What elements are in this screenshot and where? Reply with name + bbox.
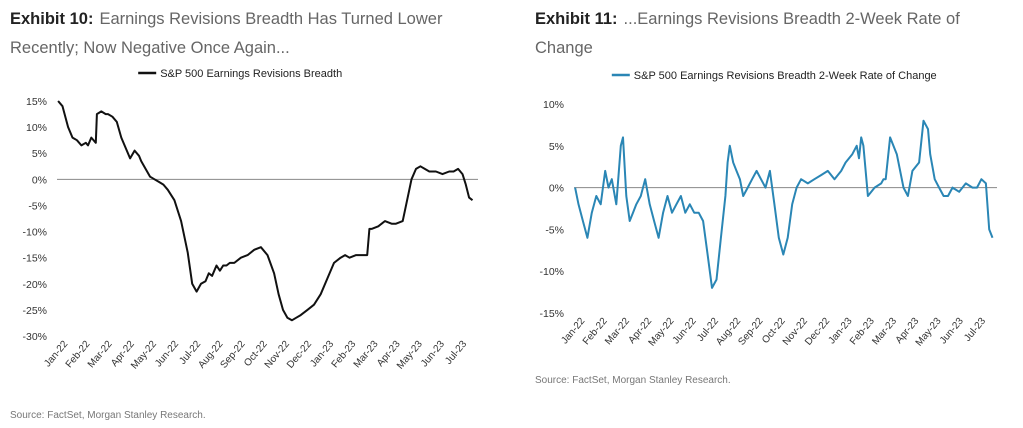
exhibit-10-panel: Exhibit 10: Earnings Revisions Breadth Ha… — [0, 0, 500, 428]
x-tick-label: Dec-22 — [285, 339, 314, 371]
y-tick-label: -20% — [22, 279, 47, 291]
exhibit-10-chart: S&P 500 Earnings Revisions Breadth 15% 10%… — [22, 68, 478, 371]
series-line — [57, 100, 474, 322]
x-tick-label: Dec-22 — [803, 316, 832, 348]
y-tick-label: -15% — [539, 308, 564, 320]
legend-label: S&P 500 Earnings Revisions Breadth — [160, 68, 342, 80]
exhibit-11-label: Exhibit 11: — [535, 10, 618, 28]
y-tick-label: -5% — [545, 224, 564, 236]
legend-label: S&P 500 Earnings Revisions Breadth 2-Wee… — [634, 70, 937, 82]
y-tick-label: -30% — [22, 331, 47, 343]
exhibit-10-label: Exhibit 10: — [10, 10, 94, 28]
x-tick-label: Sep-22 — [218, 339, 247, 371]
y-tick-label: 10% — [26, 122, 47, 134]
y-tick-label: 5% — [32, 148, 47, 160]
x-tick-label: Jun-22 — [671, 316, 699, 347]
y-tick-label: -5% — [28, 200, 47, 212]
y-tick-label: 10% — [543, 99, 564, 111]
x-tick-label: Sep-22 — [736, 316, 765, 348]
y-tick-label: -25% — [22, 305, 47, 317]
series-line — [574, 119, 994, 289]
x-tick-label: Jul-23 — [443, 339, 469, 367]
x-tick-label: Mar-23 — [352, 339, 381, 371]
legend: S&P 500 Earnings Revisions Breadth 2-Wee… — [611, 70, 937, 82]
exhibit-11-title-line2: Change — [535, 39, 593, 57]
exhibit-10-source: Source: FactSet, Morgan Stanley Research… — [10, 410, 206, 421]
exhibit-11-panel: Exhibit 11: ...Earnings Revisions Breadth… — [500, 0, 1023, 428]
x-tick-label: Jun-22 — [153, 339, 181, 370]
x-tick-label: Mar-22 — [86, 339, 115, 371]
exhibit-11-chart: S&P 500 Earnings Revisions Breadth 2-Wee… — [539, 70, 997, 348]
x-tick-label: Jul-23 — [962, 316, 988, 344]
x-tick-label: Jun-23 — [938, 316, 966, 347]
x-tick-label: Jun-23 — [419, 339, 447, 370]
x-tick-label: Mar-23 — [870, 316, 899, 348]
exhibit-10-title-line1: Earnings Revisions Breadth Has Turned Lo… — [99, 10, 443, 28]
y-tick-label: 5% — [549, 141, 564, 153]
y-tick-label: -15% — [22, 253, 47, 265]
legend: S&P 500 Earnings Revisions Breadth — [138, 68, 342, 80]
exhibit-11-title: Exhibit 11: ...Earnings Revisions Breadth… — [535, 5, 1015, 63]
y-tick-label: -10% — [22, 227, 47, 239]
y-tick-label: -10% — [539, 266, 564, 278]
x-tick-label: Mar-22 — [603, 316, 632, 348]
y-tick-label: 0% — [549, 183, 564, 195]
exhibit-11-source: Source: FactSet, Morgan Stanley Research… — [535, 375, 731, 386]
exhibit-10-title-line2: Recently; Now Negative Once Again... — [10, 39, 290, 57]
exhibit-10-title: Exhibit 10: Earnings Revisions Breadth Ha… — [10, 5, 490, 63]
y-tick-label: 0% — [32, 174, 47, 186]
exhibit-11-title-line1: ...Earnings Revisions Breadth 2-Week Rat… — [623, 10, 960, 28]
y-tick-label: 15% — [26, 96, 47, 108]
